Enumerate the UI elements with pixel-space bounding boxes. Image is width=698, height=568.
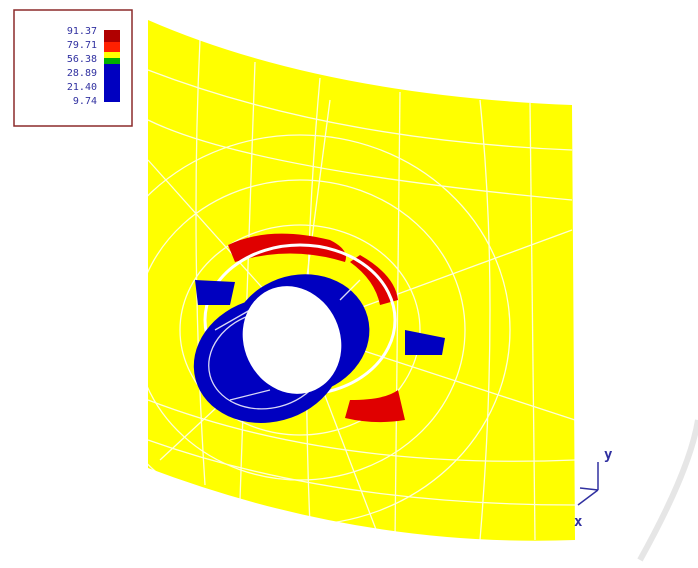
legend-label: 9.74 — [73, 96, 97, 107]
fea-screenshot: 91.37 79.71 56.38 28.89 21.40 9.74 y x — [0, 0, 698, 568]
legend-label: 79.71 — [67, 40, 97, 51]
legend-swatch — [104, 52, 120, 58]
legend: 91.37 79.71 56.38 28.89 21.40 9.74 — [14, 10, 132, 126]
legend-swatch — [104, 42, 120, 52]
legend-label: 56.38 — [67, 54, 97, 65]
legend-label: 21.40 — [67, 82, 97, 93]
legend-swatch — [104, 64, 120, 102]
legend-swatch — [104, 30, 120, 42]
legend-label: 28.89 — [67, 68, 97, 79]
legend-swatch — [104, 58, 120, 64]
legend-label: 91.37 — [67, 26, 97, 37]
axis-label: y — [604, 447, 613, 463]
axis-label: x — [574, 514, 583, 530]
